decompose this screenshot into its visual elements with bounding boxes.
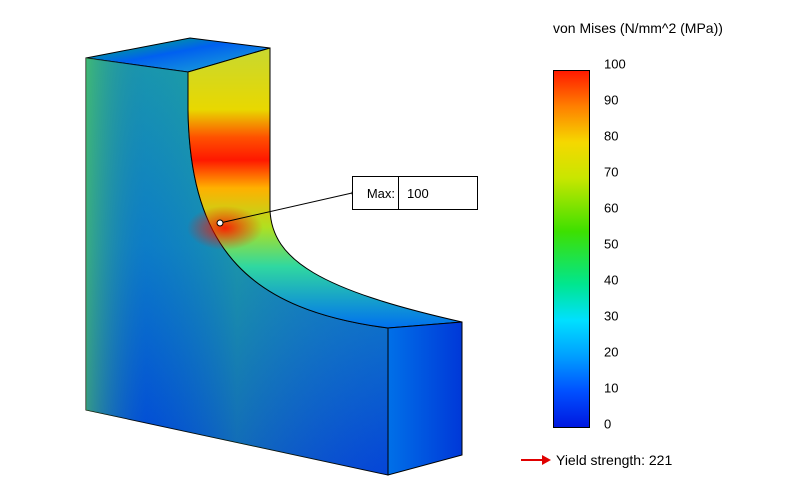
stress-plot-model[interactable] [0,0,520,500]
legend-tick: 40 [604,272,619,288]
max-stress-hotspot [187,206,263,250]
legend-title: von Mises (N/mm^2 (MPa)) [553,20,723,36]
legend-tick: 0 [604,416,612,432]
legend-tick: 70 [604,164,619,180]
legend-tick: 10 [604,380,619,396]
red-arrow-icon [521,455,551,465]
front-face-shading [86,58,388,475]
probe-leader [219,192,353,224]
legend-tick: 50 [604,236,619,252]
legend-color-bar[interactable] [553,70,590,428]
yield-strength-indicator: Yield strength: 221 [520,450,672,470]
legend-tick: 60 [604,200,619,216]
max-probe-label[interactable]: Max: 100 [352,176,478,210]
probe-value-text: 100 [407,185,429,201]
probe-point[interactable] [216,219,224,227]
legend-tick: 30 [604,308,619,324]
yield-strength-label: Yield strength: 221 [556,452,673,468]
end-face [387,321,463,476]
probe-label-text: Max: [353,177,399,209]
legend-tick: 90 [604,92,619,108]
legend-tick: 100 [604,56,626,72]
legend-tick: 20 [604,344,619,360]
legend-tick: 80 [604,128,619,144]
